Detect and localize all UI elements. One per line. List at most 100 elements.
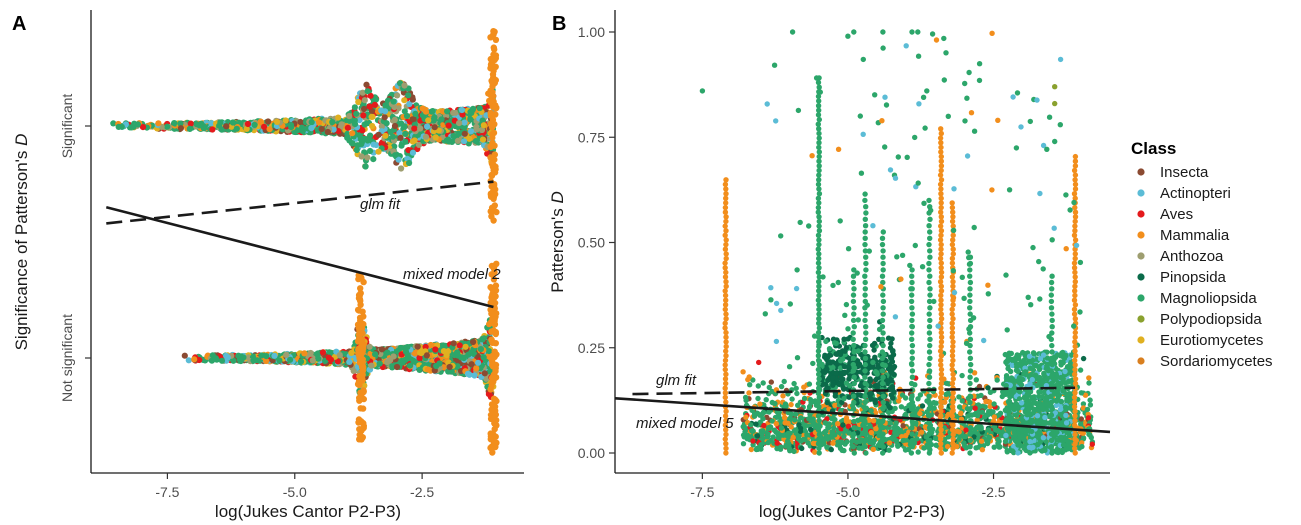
panel-a-point [490, 414, 498, 421]
panel-a-point [355, 291, 363, 299]
panel-a-point [359, 336, 366, 343]
panel-b-point [985, 385, 991, 391]
panel-b-point [747, 382, 753, 388]
panel-a-point [471, 372, 478, 379]
panel-b-point [830, 440, 836, 446]
panel-a-point [287, 356, 294, 363]
panel-a-point [355, 275, 362, 283]
panel-a-point [491, 420, 498, 427]
panel-a-point [489, 131, 496, 138]
panel-a-point [276, 357, 283, 364]
panel-a-point [329, 119, 336, 126]
panel-b-point [793, 385, 799, 391]
panel-b-point [748, 446, 754, 453]
panel-a-point [455, 130, 462, 137]
panel-a-point [492, 76, 499, 84]
panel-a-point [367, 147, 374, 155]
panel-b-point [751, 411, 758, 417]
panel-a-point [490, 327, 497, 334]
panel-b-point [786, 446, 793, 452]
panel-b-point [788, 401, 794, 408]
panel-b-point [978, 438, 985, 444]
panel-a-point [491, 142, 498, 149]
panel-b-point [743, 414, 749, 420]
panel-b-point [921, 445, 927, 451]
panel-a-point [402, 130, 409, 137]
panel-a-point [490, 44, 497, 51]
panel-a-point [404, 344, 411, 351]
panel-a-point [216, 122, 223, 129]
panel-a-point [358, 141, 365, 148]
panel-a-point [336, 352, 343, 359]
panel-a-point [363, 120, 370, 127]
panel-a-point [488, 310, 495, 317]
panel-a-point [417, 125, 424, 132]
panel-a-point [443, 352, 450, 359]
panel-b-point [983, 412, 990, 418]
panel-a-point [491, 299, 499, 307]
panel-a-point [130, 123, 137, 130]
panel-b-point [995, 436, 1001, 442]
panel-a-x-tick-label: -5.0 [283, 484, 307, 500]
panel-a-point [489, 62, 497, 69]
panel-a-point [402, 138, 409, 145]
panel-a-point [356, 426, 363, 433]
panel-a-point [387, 128, 394, 136]
panel-a-point [346, 113, 353, 120]
panel-a-point [487, 433, 495, 440]
panel-a-point [110, 120, 117, 127]
panel-b-point [900, 437, 906, 444]
panel-a-point [462, 343, 469, 350]
panel-b-point [972, 405, 978, 411]
panel-b-point [844, 439, 850, 445]
panel-b-point [778, 383, 785, 390]
panel-a-point [372, 96, 380, 103]
panel-a-point [344, 124, 351, 131]
panel-a-point [432, 134, 439, 141]
panel-a-point [364, 154, 371, 161]
panel-a-point [360, 387, 367, 394]
panel-a-point [487, 355, 495, 362]
panel-b-point [746, 374, 752, 380]
panel-b-point [962, 433, 969, 440]
panel-b-point [915, 449, 921, 455]
panel-a-point [461, 130, 468, 137]
panel-b-point [903, 432, 909, 439]
panel-a-point [406, 159, 413, 167]
panel-a-x-label: log(Jukes Cantor P2-P3) [215, 502, 401, 521]
panel-a-point [382, 108, 389, 115]
panel-a-point [360, 313, 367, 320]
panel-a-point [297, 118, 304, 126]
panel-a-point [489, 286, 496, 293]
panel-a-point [479, 336, 486, 343]
panel-a-point [351, 104, 358, 111]
panel-a-point [237, 353, 245, 360]
panel-b-point [791, 417, 798, 423]
panel-a-point [412, 110, 419, 117]
panel-a-point [191, 356, 198, 363]
panel-a-point [360, 395, 367, 403]
panel-a-point [487, 34, 494, 41]
panel-b-point [753, 421, 759, 427]
panel-a-point [354, 381, 362, 388]
panel-b-point [773, 421, 779, 427]
panel-b-point [984, 438, 990, 444]
panel-a-point [273, 118, 281, 125]
panel-a-point [472, 138, 479, 145]
panel-b-point [793, 427, 799, 433]
panel-a-point [491, 191, 499, 198]
panel-a-point [368, 113, 375, 120]
panel-a-point [384, 349, 391, 356]
panel-b-point [990, 409, 996, 415]
panel-a-point [325, 354, 332, 361]
panel-a-point [489, 339, 496, 346]
panel-a-point [271, 352, 278, 359]
panel-b-point [794, 355, 801, 361]
panel-a-point [480, 354, 487, 361]
panel-b-point [799, 445, 805, 452]
panel-a-point [411, 137, 418, 144]
panel-a-point [475, 359, 482, 366]
panel-a-point [489, 449, 496, 456]
panel-a-point [473, 126, 480, 133]
